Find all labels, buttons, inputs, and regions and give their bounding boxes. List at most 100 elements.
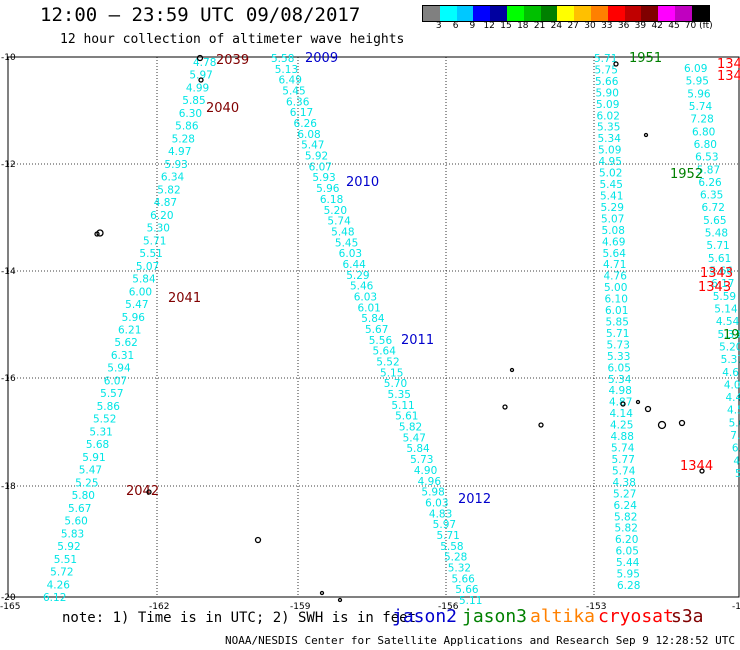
track-time-label: 2040 (206, 101, 239, 116)
island-outline (678, 419, 686, 427)
map-title: 12:00 – 23:59 UTC 09/08/2017 (40, 4, 361, 26)
wave-height-value: 5.09 (598, 145, 621, 157)
wave-height-value: 5.00 (604, 282, 627, 294)
track-time-label: 2011 (401, 333, 434, 348)
wave-height-value: 6.1 (732, 443, 740, 455)
wave-height-value: 5.27 (613, 488, 636, 500)
color-scale-legend (422, 5, 710, 22)
wave-height-value: 6.07 (104, 375, 127, 387)
credit-line: NOAA/NESDIS Center for Satellite Applica… (225, 634, 740, 647)
wave-height-value: 5.66 (595, 76, 619, 88)
wave-height-value: 4.14 (610, 408, 634, 420)
wave-height-value: 5.66 (710, 266, 734, 278)
wave-height-value: 5.32 (448, 562, 471, 574)
wave-height-value: 6.26 (294, 118, 318, 130)
wave-height-value: 4.54 (716, 316, 740, 328)
color-scale-ticks: 3 6 9 12 15 18 21 24 27 30 33 36 39 42 45 70 (ft) (422, 21, 740, 35)
wave-height-value: 6.18 (320, 194, 343, 206)
island-outline (502, 404, 508, 410)
longitude-label: -153 (586, 602, 606, 612)
island-outline (509, 367, 515, 373)
wave-height-value: 5.35 (597, 122, 620, 134)
wave-height-value: 5.95 (617, 569, 640, 581)
legend-tick-label: 30 (584, 21, 596, 31)
wave-height-value: 5.70 (384, 378, 407, 390)
legend-swatch (574, 6, 591, 21)
wave-height-value: 5.44 (616, 557, 640, 569)
wave-height-value: 5.66 (455, 584, 479, 596)
wave-height-value: 5.51 (54, 554, 77, 566)
wave-height-value: 6.72 (702, 202, 725, 214)
legend-swatch (473, 6, 491, 21)
legend-swatch (641, 6, 659, 21)
wave-height-value: 5.74 (689, 101, 713, 113)
wave-height-value: 5.96 (316, 183, 340, 195)
satellite-legend-altika: altika (530, 606, 596, 627)
wave-height-value: 5.20 (324, 205, 347, 217)
legend-swatch (540, 6, 558, 21)
wave-height-value: 5.82 (615, 523, 638, 535)
wave-height-value: 6.08 (297, 129, 320, 141)
legend-swatch (456, 6, 474, 21)
latitude-label: -16 (1, 374, 16, 384)
wave-height-value: 5.92 (57, 541, 80, 553)
wave-height-value: 5.48 (705, 228, 728, 240)
island-outline (337, 597, 343, 603)
wave-height-value: 5.51 (139, 248, 162, 260)
wave-height-value: 5.35 (388, 389, 411, 401)
wave-height-value: 5.82 (614, 511, 637, 523)
wave-height-value: 5.72 (50, 567, 73, 579)
satellite-legend-s3a: s3a (671, 606, 704, 627)
wave-height-value: 5.58 (271, 53, 294, 65)
longitude-label: -15 (732, 602, 740, 612)
wave-height-value: 5.28 (444, 552, 467, 564)
wave-height-value: 4.48 (725, 392, 740, 404)
satellite-legend-jason2: jason2 (392, 606, 458, 627)
wave-height-value: 6.07 (309, 161, 332, 173)
wave-height-value: 5.65 (729, 417, 740, 429)
wave-height-value: 5.52 (376, 357, 399, 369)
wave-height-value: 5.34 (608, 374, 632, 386)
wave-height-value: 6.03 (354, 291, 377, 303)
wave-height-value: 4.78 (193, 57, 216, 69)
wave-height-value: 5.11 (459, 595, 482, 607)
wave-height-value: 5.74 (611, 443, 635, 455)
wave-height-value: 5.74 (612, 465, 636, 477)
wave-height-value: 5.08 (602, 225, 625, 237)
legend-tick-label: 18 (517, 21, 529, 31)
wave-height-value: 5.61 (708, 253, 731, 265)
wave-height-value: 5.09 (596, 99, 619, 111)
wave-height-value: 5.75 (595, 64, 618, 76)
wave-height-value: 5.57 (100, 388, 123, 400)
wave-height-value: 6.53 (695, 152, 718, 164)
wave-height-value: 6.00 (129, 286, 152, 298)
wave-height-value: 5.96 (122, 312, 146, 324)
wave-height-value: 5.25 (75, 477, 98, 489)
wave-height-value: 5.20 (719, 341, 740, 353)
legend-swatch (658, 6, 675, 21)
wave-height-value: 4.26 (47, 579, 71, 591)
wave-height-value: 5.29 (346, 270, 369, 282)
wave-height-value: 5.87 (697, 164, 720, 176)
wave-height-value: 5.84 (361, 313, 385, 325)
legend-tick-label: 39 (634, 21, 647, 31)
island-outline (699, 468, 705, 474)
wave-height-value: 5.85 (606, 317, 629, 329)
island-outline (643, 132, 649, 138)
wave-height-value: 4.99 (186, 82, 209, 94)
wave-height-value: 4.76 (604, 271, 628, 283)
wave-height-value: 5.97 (189, 70, 212, 82)
wave-height-value: 6.35 (700, 190, 723, 202)
legend-tick-label: 6 (452, 21, 459, 31)
wave-height-value: 4.90 (414, 465, 437, 477)
wave-height-value: 5.83 (61, 528, 84, 540)
wave-height-value: 5.11 (391, 400, 414, 412)
wave-height-value: 5.48 (331, 226, 354, 238)
legend-tick-label: 9 (469, 21, 476, 31)
wave-height-value: 5.74 (327, 216, 351, 228)
wave-height-value: 4.69 (602, 236, 625, 248)
legend-swatch (423, 6, 440, 21)
legend-tick-label: 24 (550, 21, 563, 31)
wave-height-value: 6.28 (617, 580, 640, 592)
